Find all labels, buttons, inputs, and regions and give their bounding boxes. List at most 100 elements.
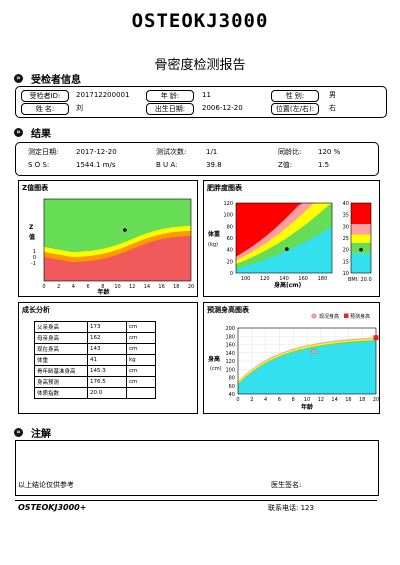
pred-x-tick: 14 [331,397,337,403]
z-chart-panel: Z值图表 0 2 4 6 8 10 12 14 16 18 20 年龄 Z 值 1 0 -1 [18,180,198,297]
z-y-tick: 1 [33,249,36,255]
pred-x-label: 年龄 [301,403,314,411]
bmi-y-tick: 10 [343,271,349,277]
pred-y-tick: 40 [229,392,235,398]
z-x-tick: 20 [188,284,194,290]
growth-value: 20.0 [87,387,127,399]
obesity-y-tick: 120 [223,201,233,207]
pred-x-tick: 8 [292,397,295,403]
obesity-x-tick: 100 [241,276,251,282]
bmi-y-tick: 40 [343,201,349,207]
growth-value: 162 [87,332,127,344]
pred-x-tick: 18 [359,397,365,403]
z-x-tick: 8 [101,284,104,290]
birth-label: 出生日期: [146,103,194,115]
obesity-y-tick: 40 [227,248,233,254]
sex-value: 男 [329,91,336,99]
obesity-x-tick: 120 [260,276,270,282]
prediction-chart: 现况身高 预测身高 200 180 160 140 120 100 80 60 400 2 4 6 8 10 1… [208,313,379,411]
age-label: 年 龄: [146,90,194,102]
growth-label: 现在身高 [34,343,88,355]
bmi-y-tick: 30 [343,224,349,230]
z-x-tick: 2 [57,284,60,290]
pred-x-tick: 6 [278,397,281,403]
same-age-label: 同龄比: [278,148,302,156]
pred-x-tick: 4 [264,397,267,403]
obesity-chart: 120 100 80 60 40 20 0 100 120 140 160 180 身高(cm) 体重 (k… [208,201,372,289]
growth-label: 体质指数 [34,387,88,399]
bua-label: B U A: [156,161,178,169]
footer-contact: 联系电话: 123 [268,504,314,512]
z-x-tick: 10 [114,284,120,290]
obesity-y-tick: 80 [227,224,233,230]
pred-y-tick: 180 [225,334,235,340]
table-row: 体质指数 20.0 [34,387,156,399]
pred-y-tick: 140 [225,351,235,357]
z-y-label-2: 值 [29,233,35,241]
pred-y-tick: 60 [229,384,235,390]
obesity-zone-3 [236,226,332,273]
growth-title: 成长分析 [22,306,50,314]
bmi-data-point [359,247,363,252]
prediction-panel: 预测身高图表 现况身高 预测身高 200 180 160 140 120 100 80 60 40 0… [203,302,380,414]
footer-divider [15,500,377,501]
z-label: Z值: [278,161,293,169]
position-value: 右 [329,104,336,112]
obesity-y-unit: (kg) [208,242,218,248]
pred-x-tick: 0 [236,397,239,403]
obesity-y-tick: 20 [227,259,233,265]
z-x-tick: 4 [72,284,75,290]
bmi-y-tick: 35 [343,213,349,219]
growth-value: 145.3 [87,365,127,377]
growth-unit: kg [126,354,156,366]
prediction-title: 预测身高图表 [207,306,249,314]
patient-heading-label: 受检者信息 [31,75,81,86]
z-x-tick: 16 [158,284,164,290]
pred-x-tick: 20 [373,397,379,403]
sos-value: 1544.1 m/s [76,161,116,169]
report-title: 骨密度检测报告 [154,58,246,73]
legend-predicted-label: 预测身高 [350,313,370,320]
name-label: 姓 名: [21,103,69,115]
bmi-frame [350,202,372,274]
doctor-signature-label: 医生签名: [271,481,302,489]
table-row: 体重 41 kg [34,354,156,366]
brand-title: OSTEOKJ3000 [131,10,269,32]
bmi-zone-1 [351,224,371,235]
sex-label: 性 别: [271,90,319,102]
obesity-x-tick: 160 [298,276,308,282]
growth-label: 体重 [34,354,88,366]
table-row: 父亲身高 173 cm [34,321,156,333]
pred-y-tick: 80 [229,376,235,382]
obesity-data-point [285,247,289,251]
disclaimer-text: 以上结论仅供参考 [18,481,74,489]
obesity-x-tick: 140 [279,276,289,282]
obesity-plot-frame [235,202,333,274]
z-x-label: 年龄 [98,288,111,296]
z-x-tick: 12 [129,284,135,290]
table-row: 现在身高 143 cm [34,343,156,355]
growth-unit: cm [126,321,156,333]
pred-y-tick: 120 [225,359,235,365]
z-band-2 [44,235,191,281]
bmi-zone-4 [351,253,371,273]
footer-brand: OSTEOKJ3000+ [18,503,87,512]
legend-current-label: 现况身高 [319,313,339,320]
growth-value: 41 [87,354,127,366]
name-value: 刘 [76,104,83,112]
bua-value: 39.8 [206,161,222,169]
pred-x-tick: 16 [345,397,351,403]
patient-info-box: 受检者ID: 201712200001 年 龄: 11 性 别: 男 姓 名: … [15,86,387,118]
pred-y-tick: 200 [225,326,235,332]
pred-y-tick: 160 [225,343,235,349]
table-row: 母亲身高 162 cm [34,332,156,344]
result-section-heading: » 结果 [14,125,51,140]
bmi-zone-0 [351,203,371,224]
pred-y-tick: 100 [225,367,235,373]
table-row: 身高预测 176.5 cm [34,376,156,388]
growth-label: 骨年龄基准身高 [34,365,88,377]
bmi-y-tick: 20 [343,248,349,254]
notes-section-heading: » 注解 [14,425,51,440]
patient-section-heading: » 受检者信息 [14,71,81,86]
